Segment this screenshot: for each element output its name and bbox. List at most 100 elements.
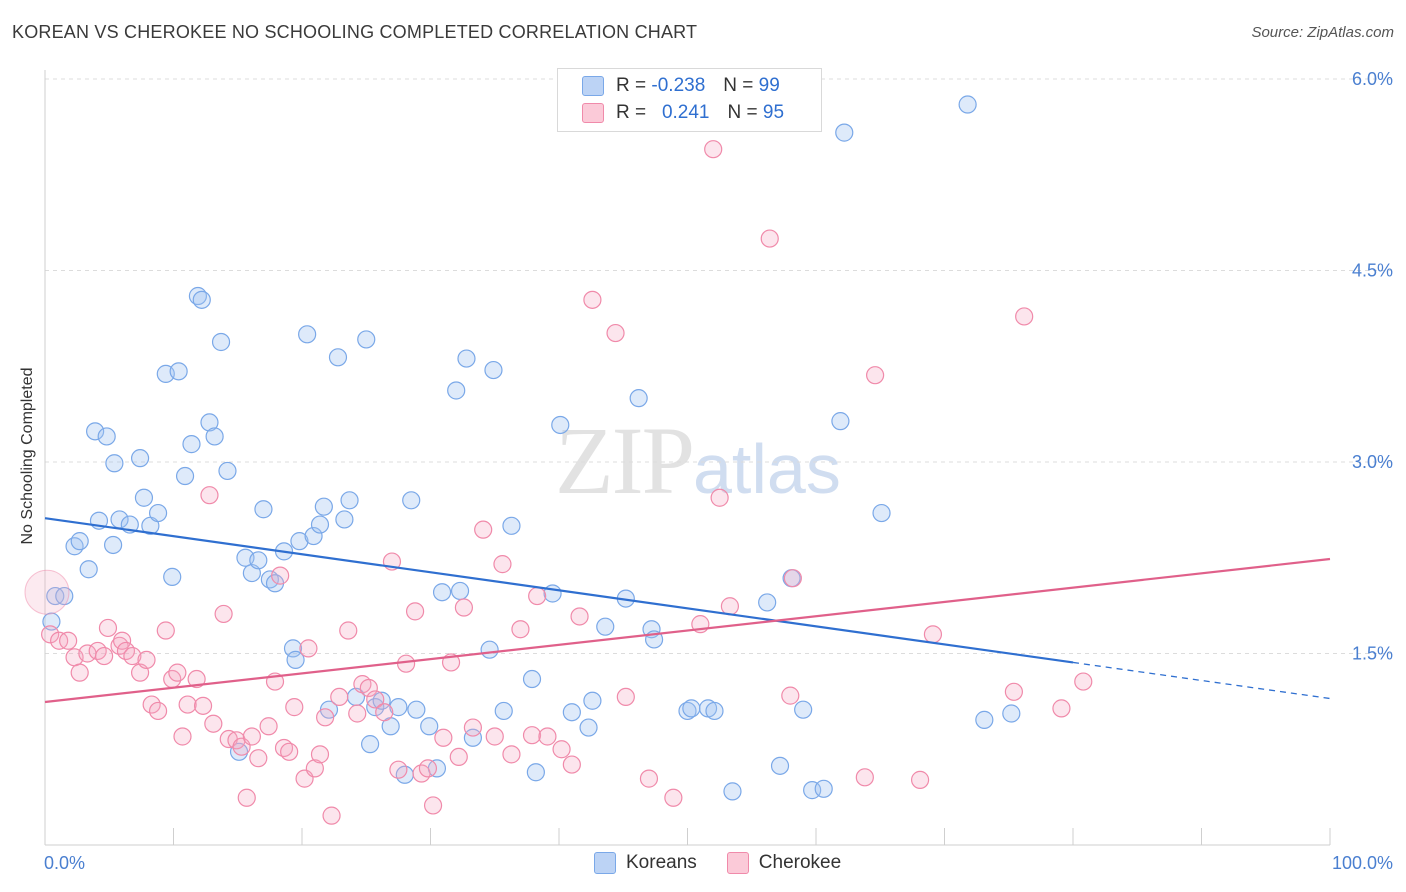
koreans-point (872, 503, 891, 523)
cherokee-point (418, 759, 438, 778)
koreans-point (407, 700, 426, 719)
cherokee-point (316, 708, 335, 727)
r-label: R = (616, 75, 647, 96)
cherokee-r-value: 0.241 (661, 102, 710, 123)
cherokee-point (783, 569, 802, 588)
koreans-point (583, 691, 602, 710)
koreans-point (372, 691, 391, 710)
series-legend: Koreans Cherokee (594, 852, 871, 874)
koreans-swatch (582, 76, 604, 96)
tick-labels: 1.5% 3.0% 4.5% 6.0% 0.0% 100.0% (44, 69, 1393, 873)
watermark: ZIPatlas (555, 405, 841, 516)
cherokee-point (664, 788, 683, 807)
cherokee-point (538, 727, 557, 746)
koreans-point (629, 389, 648, 408)
series-koreans (42, 95, 1021, 801)
cherokee-point (59, 631, 78, 650)
koreans-point (298, 325, 317, 344)
koreans-point (758, 593, 777, 612)
koreans-point (682, 699, 701, 718)
cherokee-point (781, 686, 800, 705)
cherokee-point (359, 678, 378, 698)
cherokee-legend-label: Cherokee (758, 852, 842, 873)
cherokee-point (280, 742, 299, 761)
cherokee-point (285, 698, 304, 717)
koreans-point (314, 497, 333, 516)
trend-lines (44, 517, 1331, 704)
koreans-point (526, 763, 545, 782)
koreans-point (831, 412, 850, 431)
y-tick-label: 3.0% (1352, 452, 1393, 472)
cherokee-point (606, 323, 625, 343)
cherokee-point (502, 745, 521, 764)
watermark-zip: ZIP (555, 407, 695, 514)
cherokee-point (156, 621, 175, 640)
koreans-point (134, 488, 154, 507)
cherokee-point (866, 366, 885, 385)
koreans-point (1002, 704, 1021, 723)
cherokee-swatch (582, 103, 604, 123)
cherokee-point (299, 639, 318, 658)
koreans-r-value: -0.238 (651, 75, 706, 96)
cherokee-point (1015, 307, 1034, 326)
cherokee-point (348, 704, 367, 723)
koreans-point (130, 449, 150, 468)
cherokee-point (710, 488, 729, 507)
cherokee-point (173, 727, 192, 746)
legend-row-koreans: R = -0.238 N = 99 (582, 73, 780, 99)
koreans-point (104, 535, 123, 555)
cherokee-point (137, 650, 156, 669)
koreans-point (432, 583, 452, 602)
cherokee-point (493, 555, 512, 574)
koreans-point (328, 348, 348, 367)
source-label: Source: ZipAtlas.com (1251, 24, 1394, 41)
cherokee-point (910, 770, 930, 789)
koreans-point (502, 516, 521, 535)
legend-item-koreans: Koreans (594, 852, 697, 874)
cherokee-point (330, 687, 349, 707)
cherokee-n-value: 95 (762, 102, 785, 123)
koreans-point (551, 415, 570, 435)
cherokee-point (522, 726, 542, 745)
koreans-point (286, 650, 305, 669)
cherokee-point (720, 597, 740, 616)
koreans-legend-label: Koreans (626, 852, 697, 873)
cherokee-point (148, 701, 168, 721)
cherokee-point (123, 646, 142, 666)
koreans-point (389, 698, 408, 717)
cherokee-point (214, 604, 233, 624)
cherokee-point (375, 703, 394, 722)
cherokee-point (242, 727, 261, 746)
cherokee-point (434, 728, 453, 747)
koreans-point (229, 742, 249, 761)
legend-row-cherokee: R = 0.241 N = 95 (582, 100, 784, 126)
r-label: R = (616, 102, 647, 123)
cherokee-point (187, 669, 206, 689)
cherokee-point (98, 618, 118, 638)
cherokee-point (570, 607, 589, 626)
cherokee-point (704, 140, 723, 159)
cherokee-point (760, 229, 779, 248)
koreans-point (192, 290, 211, 309)
koreans-point (958, 95, 977, 114)
koreans-point (357, 330, 376, 349)
koreans-point (200, 413, 219, 432)
cherokee-point (552, 740, 571, 759)
koreans-point (480, 640, 499, 659)
koreans-point (361, 735, 380, 754)
koreans-point (450, 581, 470, 601)
koreans-point (447, 381, 466, 400)
koreans-point (463, 728, 483, 747)
koreans-point (70, 532, 89, 551)
legend-item-cherokee: Cherokee (726, 852, 842, 874)
cherokee-point (485, 727, 504, 746)
cherokee-point (168, 663, 187, 682)
cherokee-point (200, 486, 219, 505)
correlation-legend: R = -0.238 N = 99 R = 0.241 N = 95 (557, 68, 822, 132)
cherokee-point (193, 696, 213, 715)
cherokee-point (249, 749, 268, 768)
cherokee-cluster-point (24, 569, 70, 615)
koreans-point (402, 491, 421, 510)
koreans-point (211, 332, 231, 352)
cherokee-point (923, 625, 943, 644)
